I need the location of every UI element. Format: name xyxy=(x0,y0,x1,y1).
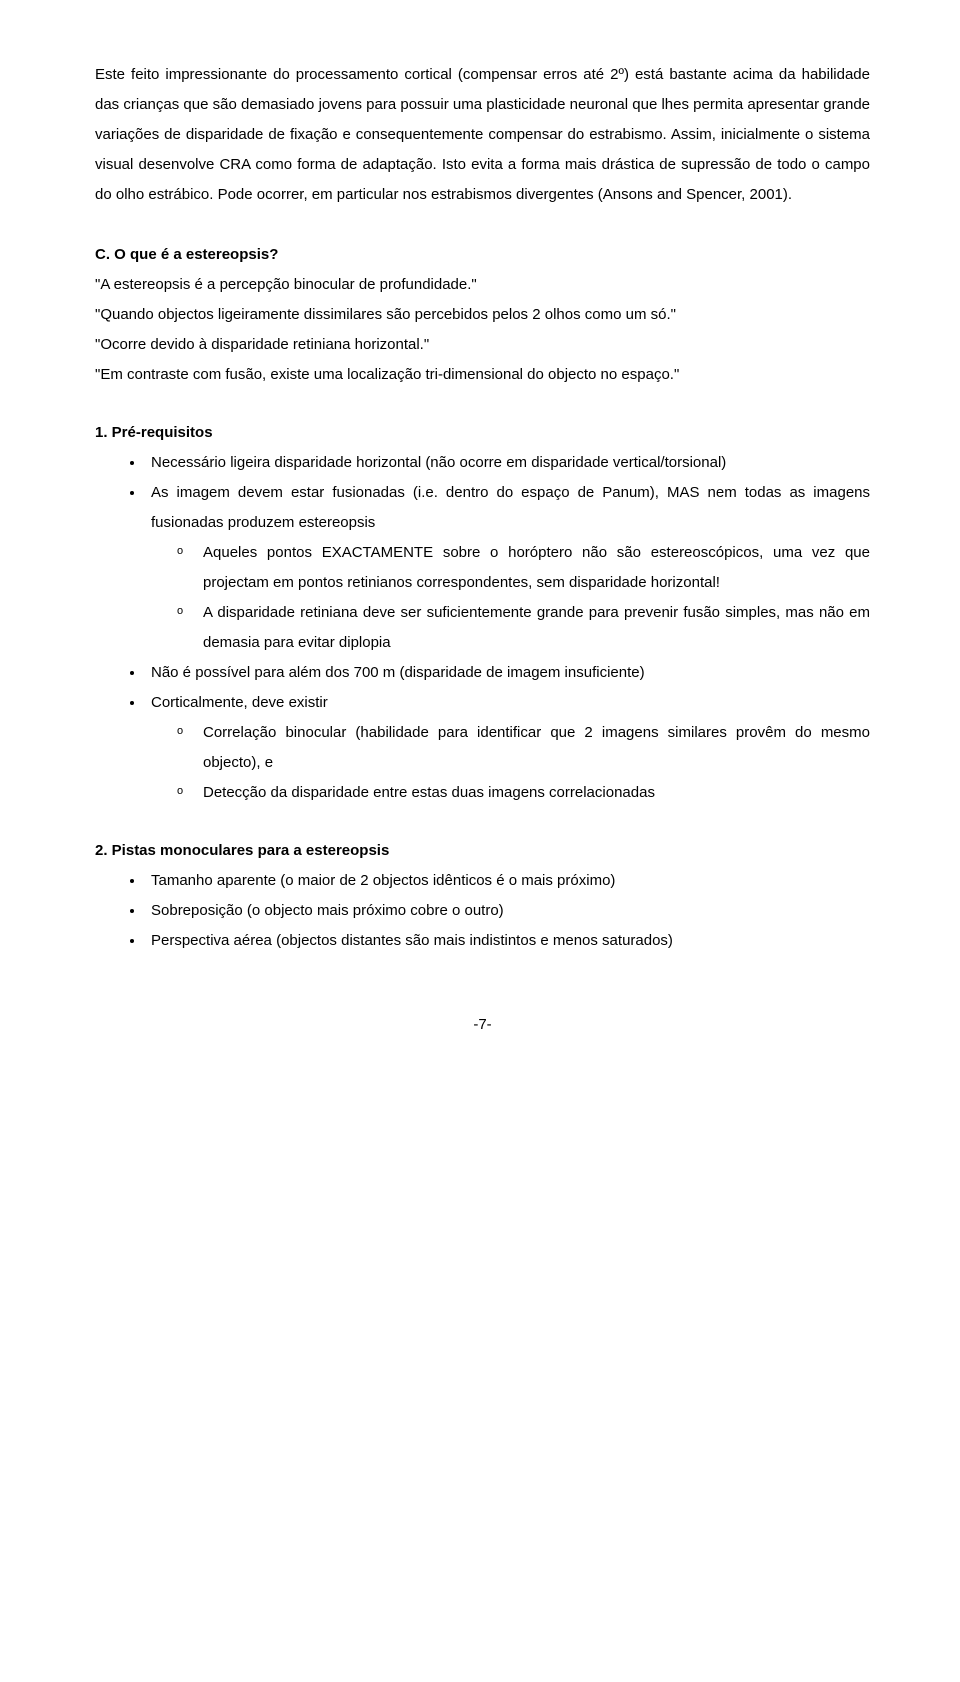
quote-text: "Quando objectos ligeiramente dissimilar… xyxy=(95,300,870,330)
list-item: Perspectiva aérea (objectos distantes sã… xyxy=(145,926,870,956)
section-2-heading: 2. Pistas monoculares para a estereopsis xyxy=(95,836,870,866)
list-item: Detecção da disparidade entre estas duas… xyxy=(195,778,870,808)
list-item: Sobreposição (o objecto mais próximo cob… xyxy=(145,896,870,926)
list-item: A disparidade retiniana deve ser suficie… xyxy=(195,598,870,658)
quote-text: "A estereopsis é a percepção binocular d… xyxy=(95,270,870,300)
section-c-heading: C. O que é a estereopsis? xyxy=(95,240,870,270)
section-1-list: Necessário ligeira disparidade horizonta… xyxy=(95,448,870,808)
list-item: Correlação binocular (habilidade para id… xyxy=(195,718,870,778)
section-1-sublist: Correlação binocular (habilidade para id… xyxy=(151,718,870,808)
list-item: Tamanho aparente (o maior de 2 objectos … xyxy=(145,866,870,896)
list-item: Aqueles pontos EXACTAMENTE sobre o horóp… xyxy=(195,538,870,598)
list-item: Corticalmente, deve existir Correlação b… xyxy=(145,688,870,808)
quote-text: "Em contraste com fusão, existe uma loca… xyxy=(95,360,870,390)
section-1-sublist: Aqueles pontos EXACTAMENTE sobre o horóp… xyxy=(151,538,870,658)
intro-paragraph: Este feito impressionante do processamen… xyxy=(95,60,870,210)
list-item: Necessário ligeira disparidade horizonta… xyxy=(145,448,870,478)
quote-text: "Ocorre devido à disparidade retiniana h… xyxy=(95,330,870,360)
list-item: Não é possível para além dos 700 m (disp… xyxy=(145,658,870,688)
section-1-heading: 1. Pré-requisitos xyxy=(95,418,870,448)
section-2-list: Tamanho aparente (o maior de 2 objectos … xyxy=(95,866,870,956)
page-number: -7- xyxy=(95,1016,870,1033)
list-item-text: As imagem devem estar fusionadas (i.e. d… xyxy=(151,484,870,531)
list-item: As imagem devem estar fusionadas (i.e. d… xyxy=(145,478,870,658)
list-item-text: Corticalmente, deve existir xyxy=(151,694,328,711)
section-c-quotes: "A estereopsis é a percepção binocular d… xyxy=(95,270,870,390)
